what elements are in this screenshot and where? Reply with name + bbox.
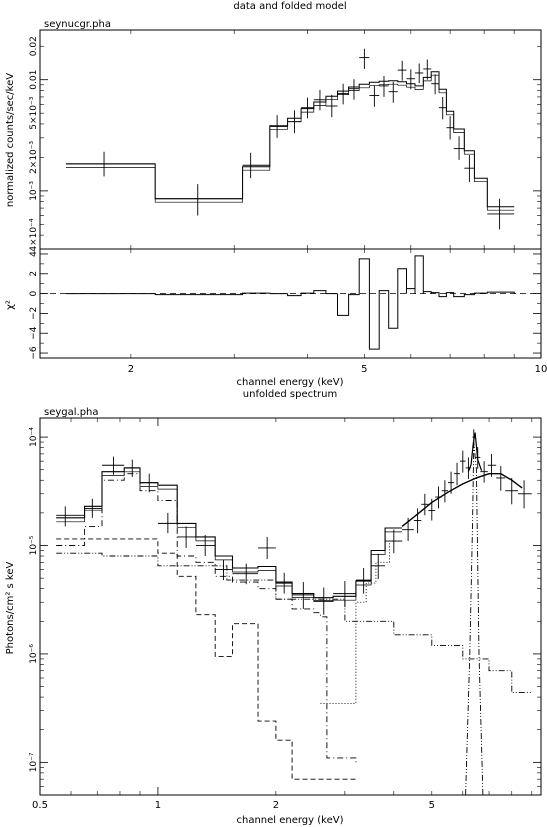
bot-x-tick-label: 1 [155,800,161,811]
bottom-axis-ticks [39,418,541,796]
residual-axis-ticks [40,249,542,358]
top-model-series [65,71,515,211]
bot-y-tick-label: 10⁻⁵ [29,535,39,555]
bot-y-tick-label: 10⁻⁷ [29,752,39,772]
top-y-tick-label: 0.01 [29,70,39,90]
res-y-tick-label: −2 [29,307,39,320]
top-header: data and folded model [233,1,346,12]
bot-x-tick-label: 2 [273,800,279,811]
residual-y-tick-labels: −6 −4 −2 0 2 4 [29,251,39,360]
bottom-x-axis-label: channel energy (keV) [236,815,343,826]
bot-y-tick-label: 10⁻⁴ [29,427,39,447]
top-data-points [65,48,515,230]
bottom-total-model [56,432,523,602]
top-file-label: seynucgr.pha [44,19,111,30]
residual-step-line [65,255,515,350]
res-y-tick-label: −4 [29,326,39,340]
res-y-tick-label: 2 [29,271,39,277]
bot-x-tick-label: 5 [429,800,435,811]
top-axis-ticks [40,30,542,250]
top-plot-frame [39,29,542,250]
fe-line-component [465,442,484,796]
top-y-tick-label: 5×10⁻³ [29,96,39,129]
residual-plot-frame [39,248,542,359]
bottom-component-series [56,442,532,796]
bot-y-tick-label: 10⁻⁶ [29,644,39,664]
residual-x-tick-labels: 2 5 10 [128,364,547,375]
top-y-tick-label: 4×10⁻⁴ [29,218,39,251]
total-model-smooth-line [401,473,523,527]
bottom-plot-frame [39,417,542,796]
bottom-y-axis-label: Photons/cm² s keV [5,561,16,654]
top-y-axis-label: normalized counts/sec/keV [5,73,16,207]
residual-y-axis-label: χ² [5,300,16,310]
component-dash-dot-dot-line [56,552,532,694]
bottom-data-points [56,429,532,615]
component-dotted-line [320,540,403,704]
residual-series [65,255,515,350]
res-y-tick-label: 4 [29,251,39,257]
res-y-tick-label: −6 [29,346,39,360]
top-y-tick-label: 10⁻³ [29,181,39,201]
top-y-tick-label: 2×10⁻³ [29,140,39,173]
bottom-y-tick-labels: 10⁻⁷ 10⁻⁶ 10⁻⁵ 10⁻⁴ [29,427,39,773]
total-model-step-line [56,467,403,599]
top-y-tick-labels: 4×10⁻⁴ 10⁻³ 2×10⁻³ 5×10⁻³ 0.01 0.02 [29,36,39,251]
total-model-line-peak [467,432,483,472]
top-model-line [65,71,515,208]
bottom-file-label: seygal.pha [44,407,99,418]
res-y-tick-label: 0 [29,290,39,296]
total-model-step-line-lower [56,471,403,602]
res-x-tick-label: 2 [128,364,134,375]
bottom-x-tick-labels: 0.5 1 2 5 [32,800,435,811]
top-y-tick-label: 0.02 [29,36,39,56]
res-x-tick-label: 5 [361,364,367,375]
top-model-line-lower [65,74,515,211]
residual-x-axis-label: channel energy (keV) [236,377,343,388]
bottom-header: unfolded spectrum [243,389,337,400]
component-dash-dot-line [56,473,357,763]
bot-x-tick-label: 0.5 [32,800,48,811]
res-x-tick-label: 10 [535,364,547,375]
component-dashed-line [56,538,356,780]
